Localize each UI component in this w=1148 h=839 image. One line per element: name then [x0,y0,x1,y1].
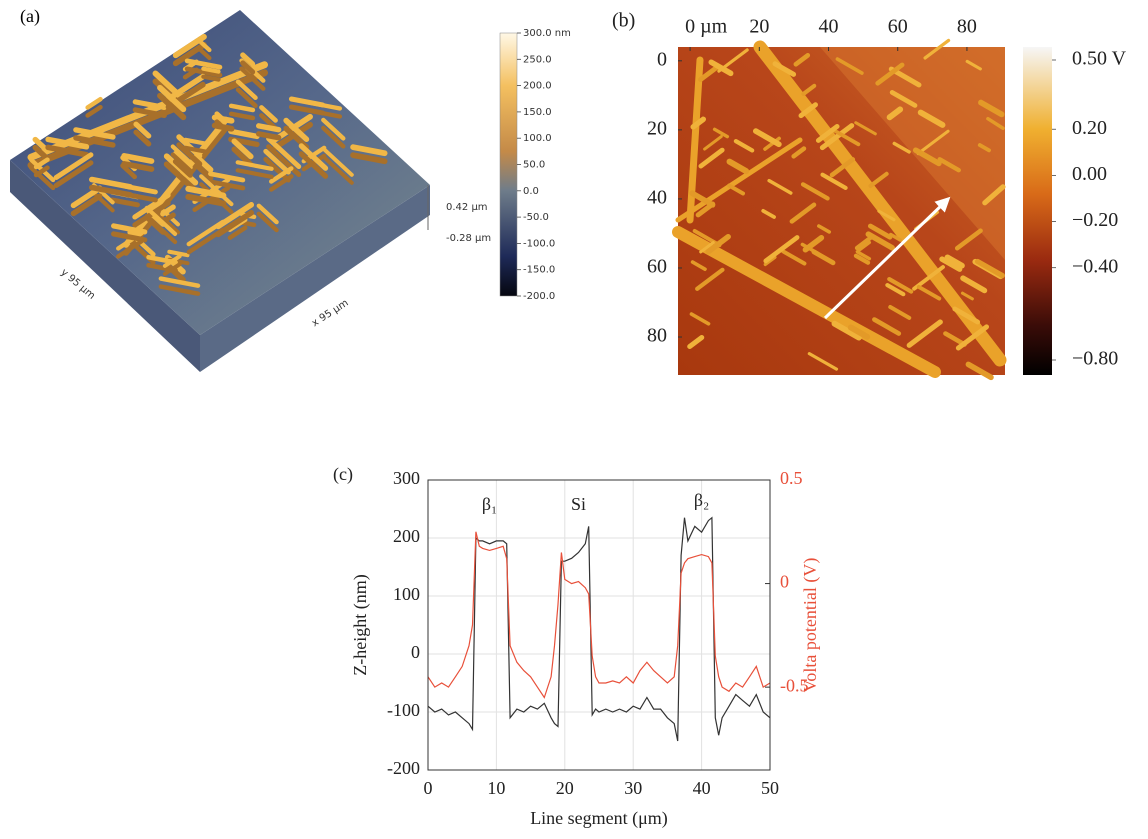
y-axis-label: y 95 µm [58,267,97,302]
colorbar-label: 300.0 nm [523,28,571,39]
crystal [203,69,218,72]
plot-area [428,480,770,770]
colorbar-label: 0.50 V [1072,48,1127,70]
y-tick-label: -100 [387,700,420,720]
y-tick-label: 60 [647,256,667,278]
colorbar-label: -50.0 [523,212,549,223]
colorbar-label: 150.0 [523,107,552,118]
annotation: β₂ [694,490,709,510]
colorbar-label: −0.80 [1072,348,1118,370]
panel-label: (c) [333,464,353,485]
annotation: Si [571,494,586,514]
y-tick-label: 200 [393,526,420,546]
y2-tick-label: 0 [780,572,789,592]
z-label: 0.42 µm [446,202,488,213]
x-tick-label: 0 [424,778,433,798]
colorbar [1023,47,1052,375]
y-tick-label: 20 [647,117,667,139]
x-axis-title: Line segment (μm) [530,808,668,829]
x-tick-label: 80 [957,16,977,38]
x-tick-label: 40 [819,16,839,38]
panel-c: 01020304050-200-1000100200300-0.500.5β₁S… [333,464,821,829]
panel-label: (a) [20,6,40,27]
colorbar-label: -200.0 [523,291,555,302]
x-tick-label: 20 [556,778,574,798]
y-axis-title: Z-height (nm) [350,574,371,675]
annotation: β₁ [482,494,497,514]
colorbar-label: -100.0 [523,238,555,249]
colorbar-label: −0.40 [1072,255,1118,277]
colorbar-label: -150.0 [523,265,555,276]
x-tick-label: 0 µm [685,16,728,38]
x-tick-label: 40 [693,778,711,798]
x-tick-label: 20 [749,16,769,38]
y-tick-label: 80 [647,325,667,347]
colorbar-label: 100.0 [523,133,552,144]
x-tick-label: 50 [761,778,779,798]
panel-label: (b) [612,10,635,32]
x-axis-label: x 95 µm [310,298,350,330]
x-tick-label: 60 [888,16,908,38]
y2-tick-label: 0.5 [780,468,803,488]
y-tick-label: 0 [411,642,420,662]
y-tick-label: 100 [393,584,420,604]
crystal-shadow [259,134,279,138]
colorbar-label: 0.20 [1072,117,1107,139]
y-tick-label: 40 [647,187,667,209]
z-label: -0.28 µm [446,233,491,244]
colorbar-label: −0.20 [1072,209,1118,231]
panel-a: (a) 300.0 nm 250.0 200.0 150.0 100.0 50.0 0.0 -5… [10,6,571,372]
x-tick-label: 30 [624,778,642,798]
y-tick-label: 300 [393,468,420,488]
colorbar-label: 200.0 [523,81,552,92]
y-tick-label: 0 [657,48,667,70]
y2-axis-title: Volta potential (V) [800,558,821,693]
colorbar-label: 0.00 [1072,163,1107,185]
figure: (a) 300.0 nm 250.0 200.0 150.0 100.0 50.0 0.0 -5… [0,0,1148,839]
x-tick-label: 10 [487,778,505,798]
colorbar-label: 50.0 [523,160,545,171]
panel-b: (b) 0 µm 20 40 60 80 0 20 40 60 80 0.50 V 0.20 0.00 −0… [612,10,1127,378]
colorbar-label: 250.0 [523,54,552,65]
y-tick-label: -200 [387,758,420,778]
crystal [259,126,279,130]
colorbar-label: 0.0 [523,186,539,197]
colorbar [500,33,517,296]
crystal-shadow [203,77,218,80]
